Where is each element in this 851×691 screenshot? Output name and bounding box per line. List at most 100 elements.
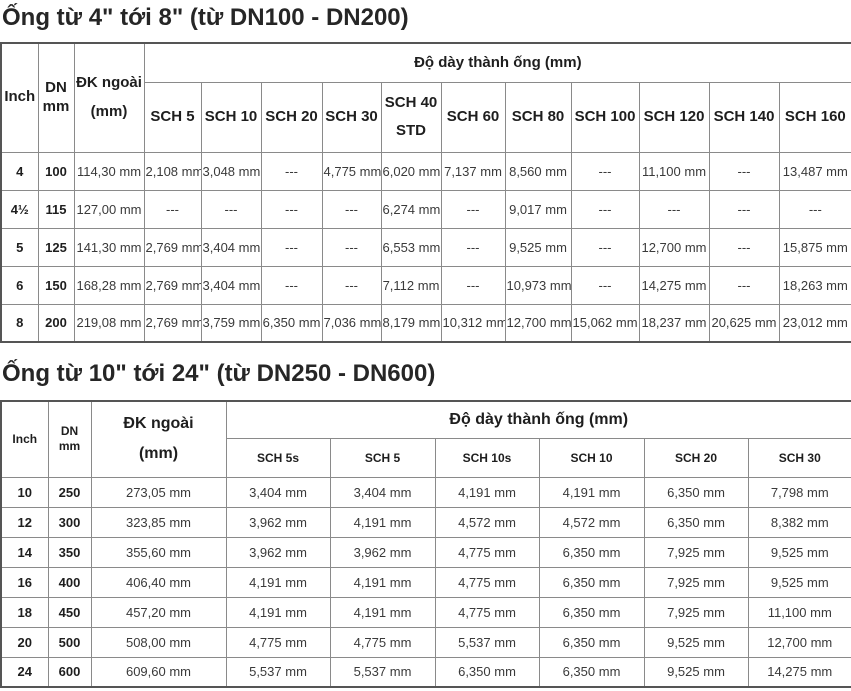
col-header-sch-5s: SCH 5s [225, 437, 331, 478]
table-row-dn600: 24 600 609,60 mm 5,537 mm 5,537 mm 6,350 mm 6,… [0, 656, 851, 688]
cell-thickness-sch-60: --- [440, 227, 506, 267]
table1-title: Ống từ 4" tới 8" (từ DN100 - DN200) [2, 4, 409, 31]
cell-dn: 500 [47, 626, 92, 658]
cell-inch: 10 [0, 476, 49, 508]
cell-thickness-sch-5s: 4,775 mm [225, 626, 331, 658]
col-header-sch-80: SCH 80 [504, 81, 572, 153]
cell-thickness-sch-60: 7,137 mm [440, 151, 506, 191]
wall-thickness-span-header: Độ dày thành ống (mm) [225, 400, 851, 439]
cell-inch: 16 [0, 566, 49, 598]
cell-dn: 350 [47, 536, 92, 568]
cell-thickness-sch-5: 2,769 mm [143, 303, 202, 343]
col-header-sch-5: SCH 5 [329, 437, 436, 478]
cell-thickness-sch-20: 7,925 mm [643, 596, 749, 628]
cell-thickness-sch-5: 2,769 mm [143, 227, 202, 267]
cell-outer-diameter: 323,85 mm [90, 506, 227, 538]
cell-thickness-sch-100: --- [570, 227, 640, 267]
col-header-sch-10: SCH 10 [538, 437, 645, 478]
cell-thickness-sch-30: 14,275 mm [747, 656, 851, 688]
col-header-đk-ngoài-mm: ĐK ngoài (mm) [73, 42, 145, 153]
cell-outer-diameter: 457,20 mm [90, 596, 227, 628]
cell-outer-diameter: 141,30 mm [73, 227, 145, 267]
cell-thickness-sch-5: --- [143, 189, 202, 229]
col-header-sch-10s: SCH 10s [434, 437, 540, 478]
cell-dn: 400 [47, 566, 92, 598]
cell-inch: 6 [0, 265, 39, 305]
table-row-dn500: 20 500 508,00 mm 4,775 mm 4,775 mm 5,537 mm 6,… [0, 626, 851, 658]
cell-thickness-sch-30: 9,525 mm [747, 566, 851, 598]
cell-thickness-sch-5: 4,191 mm [329, 506, 436, 538]
cell-outer-diameter: 114,30 mm [73, 151, 145, 191]
cell-thickness-sch-140: --- [708, 227, 780, 267]
cell-thickness-sch-60: --- [440, 265, 506, 305]
cell-thickness-sch-10: --- [200, 189, 262, 229]
cell-thickness-sch-160: 13,487 mm [778, 151, 851, 191]
cell-thickness-sch-10: 6,350 mm [538, 656, 645, 688]
cell-thickness-sch-10: 4,191 mm [538, 476, 645, 508]
cell-thickness-sch-20: --- [260, 265, 323, 305]
col-header-sch-30: SCH 30 [321, 81, 382, 153]
cell-dn: 300 [47, 506, 92, 538]
cell-thickness-sch-20: --- [260, 151, 323, 191]
table-row-dn350: 14 350 355,60 mm 3,962 mm 3,962 mm 4,775 mm 6,… [0, 536, 851, 568]
cell-thickness-sch-100: --- [570, 189, 640, 229]
cell-thickness-sch-20: 9,525 mm [643, 626, 749, 658]
cell-thickness-sch-80: 9,525 mm [504, 227, 572, 267]
table-row-dn400: 16 400 406,40 mm 4,191 mm 4,191 mm 4,775 mm 6,… [0, 566, 851, 598]
cell-thickness-sch-5: 5,537 mm [329, 656, 436, 688]
col-header-inch: Inch [0, 42, 39, 153]
cell-thickness-sch-30: --- [321, 265, 382, 305]
cell-thickness-sch-80: 8,560 mm [504, 151, 572, 191]
cell-thickness-sch-80: 12,700 mm [504, 303, 572, 343]
table-row-dn250: 10 250 273,05 mm 3,404 mm 3,404 mm 4,191 mm 4,… [0, 476, 851, 508]
col-header-inch: Inch [0, 400, 49, 478]
cell-outer-diameter: 273,05 mm [90, 476, 227, 508]
cell-thickness-sch-40-std: 6,020 mm [380, 151, 442, 191]
cell-outer-diameter: 406,40 mm [90, 566, 227, 598]
cell-thickness-sch-40-std: 7,112 mm [380, 265, 442, 305]
cell-outer-diameter: 127,00 mm [73, 189, 145, 229]
col-header-sch-20: SCH 20 [643, 437, 749, 478]
cell-thickness-sch-5: 4,775 mm [329, 626, 436, 658]
cell-dn: 600 [47, 656, 92, 688]
cell-thickness-sch-10: 3,048 mm [200, 151, 262, 191]
cell-inch: 12 [0, 506, 49, 538]
cell-inch: 5 [0, 227, 39, 267]
cell-thickness-sch-20: --- [260, 227, 323, 267]
cell-dn: 125 [37, 227, 75, 267]
cell-inch: 4 [0, 151, 39, 191]
cell-thickness-sch-20: 7,925 mm [643, 536, 749, 568]
table-row-dn300: 12 300 323,85 mm 3,962 mm 4,191 mm 4,572 mm 4,… [0, 506, 851, 538]
cell-thickness-sch-140: --- [708, 189, 780, 229]
col-header-sch-40-std: SCH 40 STD [380, 81, 442, 153]
cell-thickness-sch-160: 23,012 mm [778, 303, 851, 343]
cell-thickness-sch-120: --- [638, 189, 710, 229]
header-row-top: Inch DN mm ĐK ngoài (mm) Độ dày thành ống (mm… [0, 42, 851, 153]
cell-thickness-sch-5: 4,191 mm [329, 596, 436, 628]
header-row-schedules: SCH 5s SCH 5 SCH 10s SCH 10 SCH 20 SCH 30 [1, 437, 851, 478]
cell-thickness-sch-100: --- [570, 265, 640, 305]
cell-dn: 200 [37, 303, 75, 343]
cell-dn: 100 [37, 151, 75, 191]
col-header-dn-mm: DN mm [37, 42, 75, 153]
cell-inch: 24 [0, 656, 49, 688]
table-row-dn200: 8 200 219,08 mm 2,769 mm 3,759 mm 6,350 mm 7,0… [0, 303, 851, 343]
cell-thickness-sch-100: 15,062 mm [570, 303, 640, 343]
col-header-dn-mm: DN mm [47, 400, 92, 478]
cell-thickness-sch-10: 6,350 mm [538, 626, 645, 658]
cell-thickness-sch-120: 18,237 mm [638, 303, 710, 343]
cell-thickness-sch-5s: 3,404 mm [225, 476, 331, 508]
cell-outer-diameter: 508,00 mm [90, 626, 227, 658]
cell-thickness-sch-10s: 4,572 mm [434, 506, 540, 538]
cell-thickness-sch-5s: 4,191 mm [225, 596, 331, 628]
cell-thickness-sch-140: --- [708, 151, 780, 191]
col-header-sch-10: SCH 10 [200, 81, 262, 153]
col-header-đk-ngoài-mm: ĐK ngoài (mm) [90, 400, 227, 478]
cell-thickness-sch-30: --- [321, 227, 382, 267]
col-header-sch-160: SCH 160 [778, 81, 851, 153]
cell-thickness-sch-20: --- [260, 189, 323, 229]
wall-thickness-span-header: Độ dày thành ống (mm) [143, 42, 851, 83]
cell-thickness-sch-10: 3,404 mm [200, 265, 262, 305]
col-header-sch-120: SCH 120 [638, 81, 710, 153]
cell-thickness-sch-5s: 3,962 mm [225, 506, 331, 538]
